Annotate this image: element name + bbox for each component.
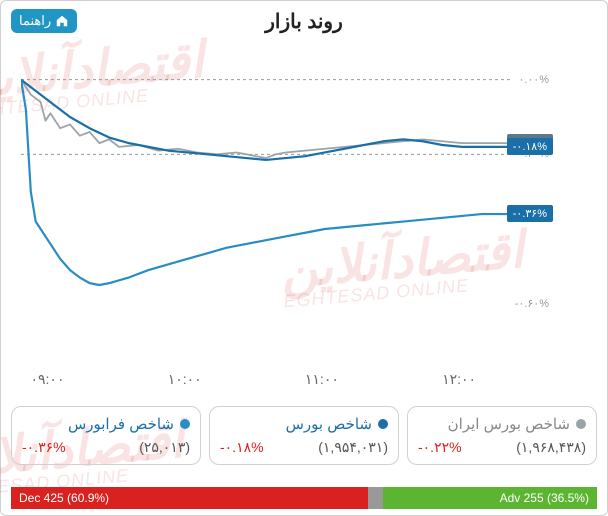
- y-axis-label: -۰.۶۰%: [515, 297, 549, 310]
- x-axis-label: ۱۲:۰۰: [442, 371, 476, 388]
- legend-dot: [576, 419, 586, 429]
- legend-card[interactable]: شاخص بورس (۱,۹۵۴,۰۳۱) -۰.۱۸%: [209, 406, 399, 465]
- guide-label: راهنما: [19, 13, 51, 29]
- legend-name: شاخص بورس ایران: [448, 415, 570, 433]
- adv-bar: Adv 255 (36.5%): [383, 487, 597, 509]
- legend-pct: -۰.۱۸%: [220, 439, 264, 456]
- y-axis-label: ۰.۰۰%: [518, 73, 549, 86]
- line-chart: [21, 51, 561, 361]
- chart-container: اقتصادآنلاین EGHTESAD ONLINE اقتصادآنلای…: [0, 0, 608, 516]
- chart-title: روند بازار: [1, 1, 607, 34]
- legend-pct: -۰.۲۲%: [418, 439, 462, 456]
- legend-value: (۲۵,۰۱۳): [139, 439, 190, 456]
- legend-dot: [180, 419, 190, 429]
- x-axis-label: ۱۱:۰۰: [305, 371, 339, 388]
- x-axis-label: ۱۰:۰۰: [168, 371, 202, 388]
- chart-area: ۰.۰۰%-۰.۲۰%-۰.۶۰%-۰.۱۷%-۰.۱۸%-۰.۳۶%: [21, 51, 561, 361]
- dec-label: Dec 425 (60.9%): [19, 491, 109, 505]
- value-tag: -۰.۱۸%: [507, 138, 553, 155]
- legend-card[interactable]: شاخص فرابورس (۲۵,۰۱۳) -۰.۳۶%: [11, 406, 201, 465]
- legend-dot: [378, 419, 388, 429]
- x-axis-label: ۰۹:۰۰: [31, 371, 65, 388]
- header: روند بازار راهنما: [1, 1, 607, 41]
- gap-bar: [368, 487, 383, 509]
- legend-value: (۱,۹۵۴,۰۳۱): [318, 439, 388, 456]
- adv-dec-bar: Dec 425 (60.9%) Adv 255 (36.5%): [11, 487, 597, 509]
- legend-name: شاخص بورس: [286, 415, 372, 433]
- dec-bar: Dec 425 (60.9%): [11, 487, 368, 509]
- legend-card[interactable]: شاخص بورس ایران (۱,۹۶۸,۴۳۸) -۰.۲۲%: [407, 406, 597, 465]
- legend-name: شاخص فرابورس: [68, 415, 174, 433]
- legend-row: شاخص بورس ایران (۱,۹۶۸,۴۳۸) -۰.۲۲% شاخص …: [11, 406, 597, 465]
- adv-label: Adv 255 (36.5%): [500, 491, 589, 505]
- home-icon: [55, 14, 69, 28]
- value-tag: -۰.۳۶%: [507, 205, 553, 222]
- legend-value: (۱,۹۶۸,۴۳۸): [516, 439, 586, 456]
- legend-pct: -۰.۳۶%: [22, 439, 66, 456]
- x-axis-labels: ۰۹:۰۰ ۱۰:۰۰ ۱۱:۰۰ ۱۲:۰۰: [21, 371, 561, 391]
- guide-button[interactable]: راهنما: [11, 9, 77, 33]
